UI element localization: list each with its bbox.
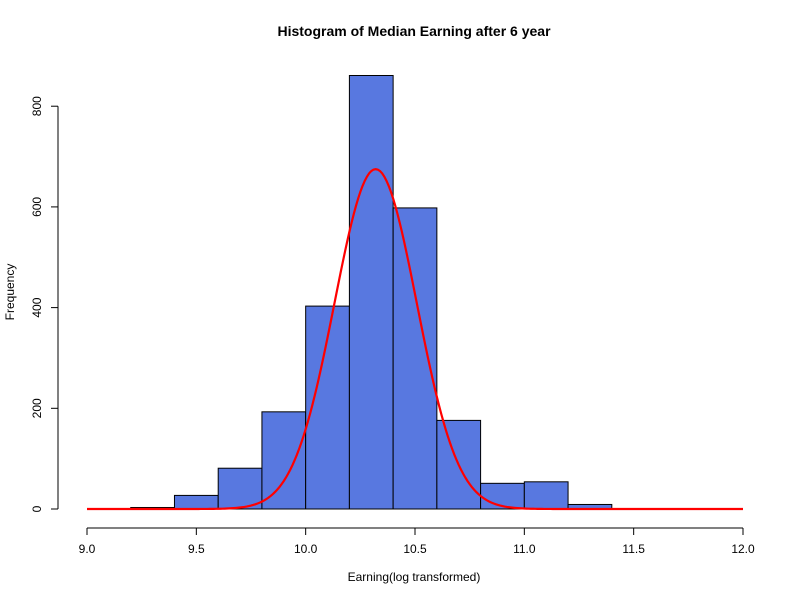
- bars-group: [130, 74, 613, 510]
- density-curve: [87, 168, 743, 511]
- x-tick-label: 11.0: [513, 542, 536, 556]
- x-tick-label: 9.5: [188, 542, 205, 556]
- histogram-bar-6: [348, 74, 394, 510]
- x-axis-label: Earning(log transformed): [348, 570, 481, 584]
- histogram-bar-2: [173, 494, 219, 510]
- histogram-bar-7: [392, 207, 438, 510]
- y-tick-label: 0: [30, 505, 44, 512]
- histogram-bar-10: [523, 481, 569, 510]
- x-tick-label: 12.0: [731, 542, 755, 556]
- x-tick-label: 10.0: [294, 542, 318, 556]
- histogram-bar-8: [436, 419, 482, 510]
- x-axis: 9.0 9.5 10.0 10.5 11.0 11.5 12.0: [79, 527, 755, 556]
- chart-title: Histogram of Median Earning after 6 year: [277, 23, 551, 39]
- y-axis-label: Frequency: [3, 264, 17, 321]
- y-tick-label: 200: [30, 398, 44, 418]
- y-tick-label: 400: [30, 297, 44, 317]
- x-tick-label: 9.0: [79, 542, 96, 556]
- y-axis: 0 200 400 600 800: [30, 96, 59, 512]
- x-tick-label: 11.5: [622, 542, 645, 556]
- y-tick-label: 800: [30, 96, 44, 116]
- y-tick-label: 600: [30, 197, 44, 217]
- histogram-bar-3: [217, 467, 263, 510]
- histogram-bar-4: [261, 411, 307, 510]
- x-tick-label: 10.5: [403, 542, 427, 556]
